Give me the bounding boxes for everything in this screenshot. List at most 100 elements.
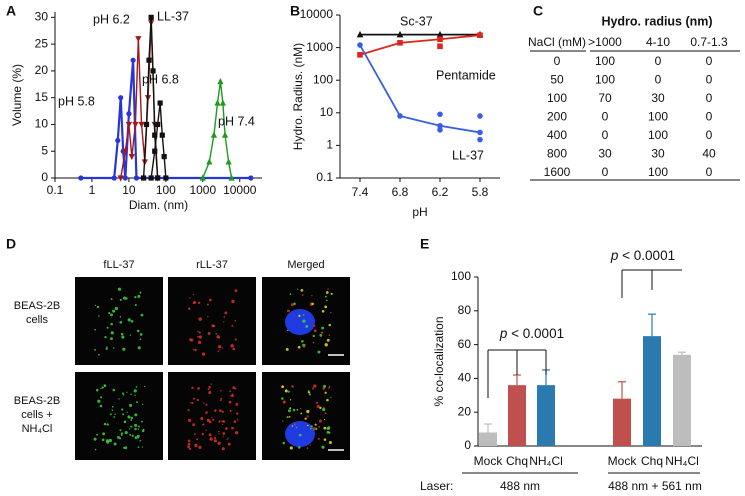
marker: [228, 174, 235, 181]
speckle: [188, 307, 191, 310]
speckle: [113, 416, 116, 418]
x-tick-label: 1: [89, 183, 96, 197]
speckle: [187, 445, 190, 449]
speckle: [196, 398, 199, 402]
speckle: [137, 294, 141, 298]
speckle: [285, 347, 289, 351]
speckle: [230, 394, 233, 397]
column-label: rLL-37: [196, 259, 228, 271]
speckle: [235, 402, 239, 406]
speckle: [208, 433, 212, 437]
speckle: [312, 334, 315, 338]
x-tick-label: 1000: [189, 183, 216, 197]
series-label: pH 6.2: [93, 12, 130, 26]
y-tick-label: 1: [326, 138, 333, 152]
speckle: [223, 321, 225, 323]
speckle: [197, 335, 200, 338]
speckle: [218, 433, 220, 435]
speckle: [215, 332, 218, 335]
speckle: [131, 434, 134, 437]
speckle: [295, 426, 298, 429]
speckle: [130, 416, 134, 420]
speckle: [114, 413, 116, 415]
speckle: [192, 397, 195, 400]
speckle: [139, 338, 142, 341]
speckle: [117, 287, 122, 291]
speckle: [226, 438, 228, 441]
table-cell: 100: [595, 54, 615, 68]
speckle: [121, 335, 125, 339]
speckle: [209, 298, 212, 302]
speckle: [234, 387, 237, 390]
speckle: [112, 388, 116, 392]
table-cell: 100: [648, 128, 668, 142]
speckle: [323, 426, 327, 430]
speckle: [305, 325, 309, 328]
speckle: [126, 411, 128, 413]
speckle: [330, 311, 332, 314]
speckle: [134, 295, 137, 299]
speckle: [98, 353, 100, 356]
speckle: [231, 299, 235, 304]
micrograph: [168, 277, 256, 365]
speckle: [103, 384, 107, 387]
y-tick-label: 20: [458, 404, 472, 418]
marker: [161, 153, 167, 160]
speckle: [118, 398, 120, 400]
x-tick-label: 6.2: [432, 185, 449, 199]
speckle: [194, 348, 197, 352]
panel-letter: D: [6, 236, 16, 252]
speckle: [324, 391, 327, 394]
speckle: [289, 407, 292, 410]
speckle: [134, 436, 138, 440]
speckle: [124, 431, 128, 435]
speckle: [297, 446, 301, 449]
speckle: [324, 343, 328, 347]
y-axis-label: Hydro. Radius. (nM): [291, 43, 305, 150]
speckle: [234, 338, 237, 341]
table-cell: 30: [651, 147, 665, 161]
x-tick-label: Chq: [506, 454, 528, 468]
speckle: [198, 335, 202, 339]
speckle: [93, 437, 97, 441]
marker: [396, 30, 404, 38]
marker: [132, 121, 139, 129]
panel-letter: C: [533, 3, 543, 19]
speckle: [130, 319, 134, 323]
speckle: [319, 406, 322, 410]
marker: [78, 175, 84, 181]
speckle: [214, 436, 217, 440]
speckle: [205, 411, 208, 414]
speckle: [187, 442, 191, 446]
x-title: Laser:: [420, 479, 453, 493]
speckle: [128, 428, 131, 430]
table-cell: 200: [547, 110, 567, 124]
speckle: [231, 426, 234, 430]
speckle: [113, 442, 117, 446]
table-cell: 100: [547, 91, 567, 105]
speckle: [198, 331, 201, 334]
speckle: [198, 317, 202, 321]
speckle: [236, 412, 239, 415]
speckle: [292, 408, 296, 412]
nucleus: [285, 309, 315, 335]
speckle: [328, 428, 330, 431]
speckle: [122, 392, 124, 395]
speckle: [237, 418, 239, 421]
speckle: [302, 345, 306, 348]
marker: [146, 57, 152, 63]
speckle: [96, 305, 100, 309]
speckle: [235, 431, 239, 435]
speckle: [217, 350, 220, 353]
speckle: [213, 439, 217, 443]
speckle: [221, 410, 224, 413]
annotation-part: p: [610, 248, 619, 263]
speckle: [106, 440, 110, 444]
y-tick-label: 25: [35, 36, 49, 50]
micrograph: [168, 372, 256, 460]
speckle: [106, 423, 109, 426]
speckle: [321, 326, 325, 330]
speckle: [97, 399, 101, 403]
speckle: [110, 331, 114, 335]
speckle: [99, 396, 103, 399]
